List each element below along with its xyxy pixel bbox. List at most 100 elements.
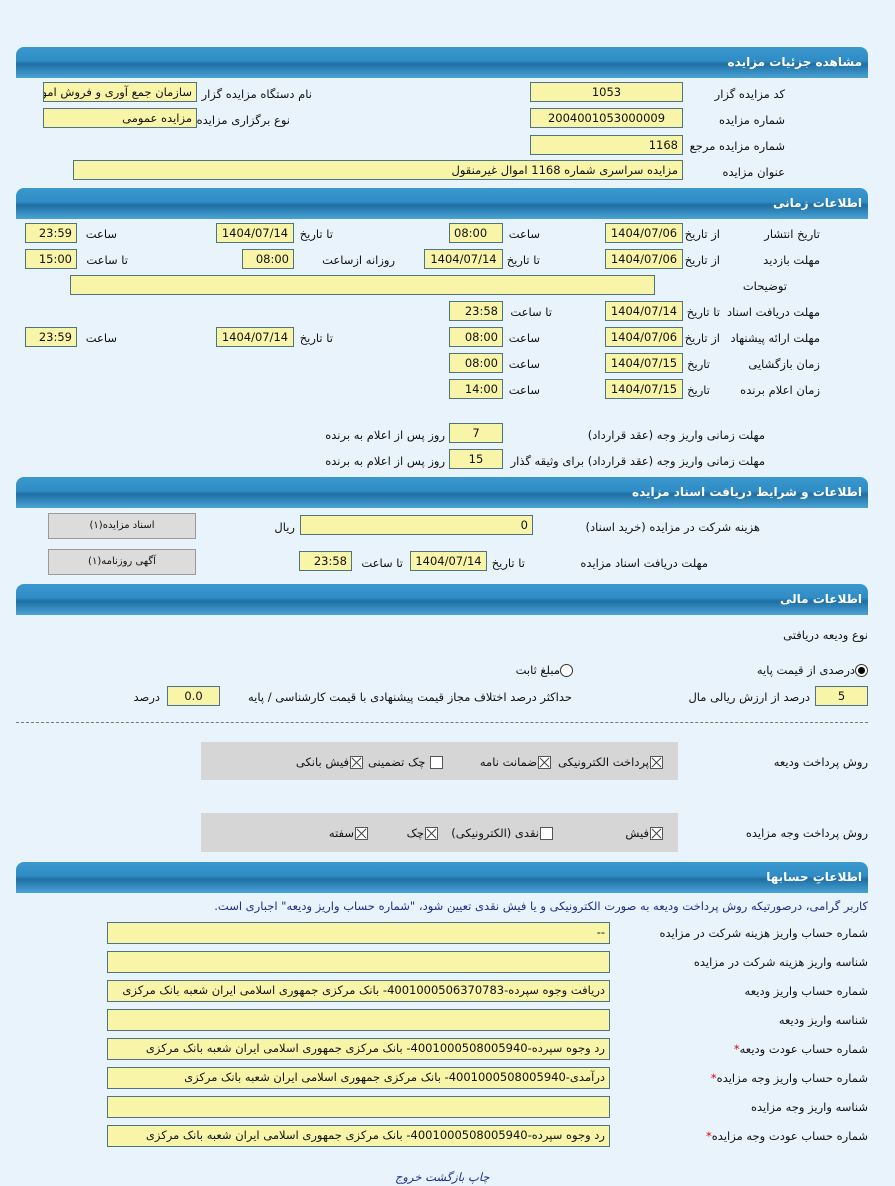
docs-time-field: 23:58: [299, 551, 352, 571]
account-row-label: شماره حساب واریز هزینه شرکت در مزایده: [660, 925, 868, 941]
time-label: تا ساعت: [510, 305, 552, 319]
offer-to-field: 1404/07/14: [216, 327, 294, 347]
pay2-suffix: روز پس از اعلام به برنده: [325, 454, 445, 468]
publish-label: تاریخ انتشار: [764, 227, 820, 241]
account-row-field: [107, 1096, 610, 1118]
print-link[interactable]: چاپ: [468, 1170, 490, 1184]
label-text: شماره حساب واریز ودیعه: [744, 984, 868, 998]
opening-time-field: 08:00: [449, 353, 503, 373]
label-text: شماره حساب واریز وجه مزایده: [716, 1071, 868, 1085]
section-title: اطلاعات و شرایط دریافت اسناد مزایده: [631, 485, 862, 499]
account-row-field: [107, 1009, 610, 1031]
label-text: شماره حساب عودت ودیعه: [739, 1042, 868, 1056]
to-label: تا تاریخ: [491, 556, 525, 570]
label-text: شناسه واریز ودیعه: [778, 1013, 868, 1027]
payment-method-cheque[interactable]: چک: [407, 825, 438, 841]
code-label: کد مزایده گزار: [714, 87, 785, 101]
account-row-label: شماره حساب عودت وجه مزایده*: [706, 1128, 868, 1144]
section-title: اطلاعات زمانی: [773, 196, 862, 210]
code-field: 1053: [530, 82, 683, 102]
checkbox[interactable]: [425, 827, 438, 840]
account-row-label: شناسه واریز هزینه شرکت در مزایده: [694, 954, 868, 970]
required-icon: *: [706, 1129, 712, 1143]
checkbox-label: چک: [406, 826, 424, 840]
divider: [16, 722, 868, 723]
offer-time2-field: 23:59: [25, 327, 77, 347]
org-field: سازمان جمع آوری و فروش امو: [43, 82, 197, 102]
docs-to-field: 1404/07/14: [605, 301, 683, 321]
checkbox[interactable]: [650, 756, 663, 769]
time-label: ساعت: [508, 227, 540, 241]
max-diff-label: حداکثر درصد اختلاف مجاز قیمت پیشنهادی با…: [247, 690, 572, 704]
newspaper-ad-button[interactable]: آگهی روزنامه(۱): [48, 549, 196, 575]
radio-label: مبلغ ثابت: [515, 663, 560, 677]
exit-link[interactable]: خروج: [395, 1170, 422, 1184]
daily-label: روزانه ازساعت: [322, 253, 395, 267]
from-label: از تاریخ: [684, 227, 720, 241]
checkbox-label: فیش بانکی: [295, 755, 349, 769]
auction-docs-button[interactable]: اسناد مزایده(۱): [48, 513, 196, 539]
from-label: از تاریخ: [684, 253, 720, 267]
number-label: شماره مزایده: [719, 113, 785, 127]
deposit-method-bank-slip[interactable]: فیش بانکی: [296, 754, 363, 770]
pay2-field: 15: [449, 449, 503, 469]
radio-percent[interactable]: درصدی از قیمت پایه: [757, 662, 868, 678]
radio-fixed[interactable]: مبلغ ثابت: [516, 662, 573, 678]
payment-methods-box: فیش نقدی (الکترونیکی) چک سفته: [201, 813, 678, 852]
section-header-documents: اطلاعات و شرایط دریافت اسناد مزایده: [16, 477, 868, 508]
docs-deadline-label: مهلت دریافت اسناد: [727, 305, 820, 319]
account-row-label: شناسه واریز ودیعه: [779, 1012, 868, 1028]
deposit-method-guarantee[interactable]: ضمانت نامه: [480, 754, 551, 770]
visit-until-field: 15:00: [25, 249, 77, 269]
checkbox[interactable]: [350, 756, 363, 769]
publish-time2-field: 23:59: [25, 223, 77, 243]
pay1-suffix: روز پس از اعلام به برنده: [325, 428, 445, 442]
checkbox[interactable]: [430, 756, 443, 769]
max-diff-field: 0.0: [167, 686, 220, 706]
required-icon: *: [710, 1071, 717, 1085]
ref-field: 1168: [530, 135, 683, 155]
account-row-label: شماره حساب عودت ودیعه*: [734, 1041, 868, 1057]
to-label: تا تاریخ: [686, 305, 720, 319]
time-label: ساعت: [508, 357, 540, 371]
offer-time-field: 08:00: [449, 327, 503, 347]
payment-method-slip[interactable]: فیش: [625, 825, 663, 841]
checkbox[interactable]: [538, 756, 551, 769]
required-icon: *: [733, 1042, 740, 1056]
visit-daily-field: 08:00: [242, 249, 294, 269]
account-row-label: شناسه واریز وجه مزایده: [751, 1099, 868, 1115]
deposit-method-electronic[interactable]: پرداخت الکترونیکی: [558, 754, 663, 770]
pay1-field: 7: [449, 423, 503, 443]
percent-field: 5: [815, 686, 868, 706]
deposit-method-cheque[interactable]: چک تضمینی: [368, 754, 443, 770]
checkbox-label: سفته: [328, 826, 354, 840]
winner-date-field: 1404/07/15: [605, 379, 683, 399]
radio-icon[interactable]: [560, 664, 573, 677]
accounts-note: کاربر گرامی، درصورتیکه روش پرداخت ودیعه …: [214, 899, 868, 913]
fee-label: هزینه شرکت در مزایده (خرید اسناد): [585, 520, 761, 534]
visit-label: مهلت بازدید: [763, 253, 820, 267]
account-row-field: درآمدی-4001000508005940- بانک مرکزی جمهو…: [107, 1067, 610, 1089]
payment-method-promissory[interactable]: سفته: [329, 825, 368, 841]
to-label: تا تاریخ: [299, 227, 333, 241]
publish-to-field: 1404/07/14: [216, 223, 294, 243]
pay2-label: مهلت زمانی واریز وجه (عقد قرارداد) برای …: [510, 454, 765, 468]
docs-deadline-label: مهلت دریافت اسناد مزایده: [580, 556, 708, 570]
checkbox[interactable]: [540, 827, 553, 840]
type-field: مزایده عمومی: [43, 108, 197, 128]
checkbox-label: نقدی (الکترونیکی): [451, 826, 539, 840]
footer-links: چاپ بازگشت خروج: [395, 1169, 490, 1185]
notes-label: توضیحات: [742, 279, 787, 293]
pay1-label: مهلت زمانی واریز وجه (عقد قرارداد): [587, 428, 765, 442]
label-text: شناسه واریز هزینه شرکت در مزایده: [693, 955, 868, 969]
checkbox[interactable]: [650, 827, 663, 840]
section-header-timing: اطلاعات زمانی: [16, 188, 868, 219]
section-header-details: مشاهده جزئیات مزایده: [16, 47, 868, 78]
account-row-label: شماره حساب واریز وجه مزایده*: [711, 1070, 868, 1086]
payment-method-cash[interactable]: نقدی (الکترونیکی): [451, 825, 553, 841]
number-field: 2004001053000009: [530, 108, 683, 128]
subject-field: مزایده سراسری شماره 1168 اموال غیرمنقول: [73, 160, 683, 180]
radio-icon[interactable]: [855, 664, 868, 677]
checkbox[interactable]: [355, 827, 368, 840]
back-link[interactable]: بازگشت: [425, 1170, 465, 1184]
